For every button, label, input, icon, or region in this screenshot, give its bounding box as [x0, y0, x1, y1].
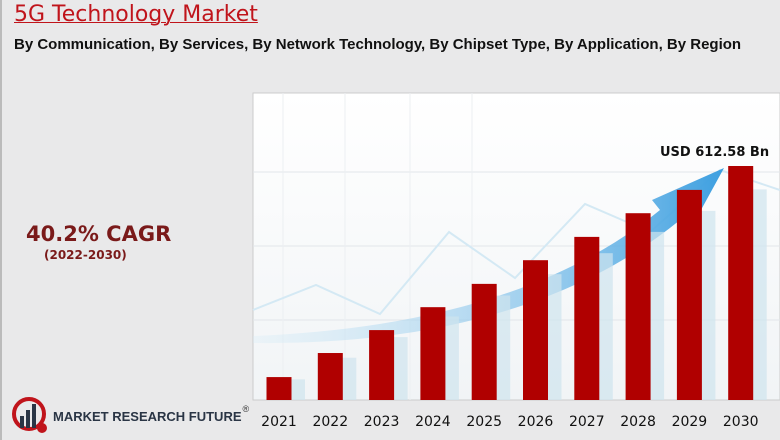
x-tick-label: 2030 — [723, 414, 759, 430]
annotation-label: USD 612.58 Bn — [660, 145, 769, 160]
bar-2025 — [471, 283, 497, 400]
x-tick-label: 2027 — [569, 414, 605, 430]
logo-text: MARKET RESEARCH FUTURE — [53, 408, 242, 424]
logo-icon — [12, 397, 47, 433]
bar-reflection — [650, 231, 665, 400]
x-tick-label: 2028 — [620, 414, 656, 430]
x-tick-label: 2025 — [466, 414, 502, 430]
subtitle: By Communication, By Services, By Networ… — [14, 36, 742, 53]
bar-reflection — [752, 189, 767, 400]
bar-reflection — [598, 253, 613, 400]
x-tick-label: 2023 — [364, 414, 400, 430]
bar-2022 — [317, 353, 343, 400]
x-tick-label: 2029 — [672, 414, 708, 430]
registered-mark: ® — [242, 404, 250, 414]
bar-2021 — [266, 377, 292, 400]
page-title: 5G Technology Market — [14, 2, 258, 27]
bar-2027 — [574, 236, 600, 400]
x-tick-label: 2022 — [312, 414, 348, 430]
bar-reflection — [342, 357, 357, 400]
bar-reflection — [291, 379, 305, 400]
bar-2028 — [625, 213, 651, 400]
x-tick-label: 2026 — [518, 414, 554, 430]
x-tick-label: 2021 — [261, 414, 297, 430]
x-tick-label: 2024 — [415, 414, 451, 430]
bar-reflection — [393, 337, 408, 400]
bar-reflection — [547, 274, 562, 400]
bar-2023 — [369, 330, 395, 400]
bar-2024 — [420, 307, 446, 400]
logo: MARKET RESEARCH FUTURE ® — [10, 396, 250, 436]
bar-2026 — [523, 260, 548, 400]
bar-reflection — [701, 210, 716, 400]
bar-reflection — [496, 295, 511, 400]
cagr-period: (2022-2030) — [44, 248, 127, 262]
bar-reflection — [444, 316, 459, 400]
bar-2029 — [676, 189, 702, 400]
left-border — [0, 0, 2, 440]
cagr-value: 40.2% CAGR — [26, 222, 172, 246]
bar-2030 — [728, 166, 754, 400]
